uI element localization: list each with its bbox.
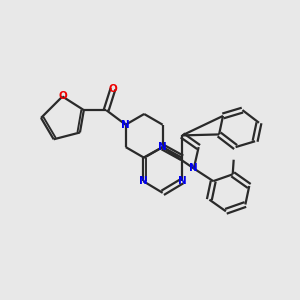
Text: N: N bbox=[158, 142, 167, 152]
Text: O: O bbox=[109, 84, 117, 94]
Text: N: N bbox=[121, 120, 130, 130]
Text: N: N bbox=[189, 164, 198, 173]
Text: N: N bbox=[178, 176, 187, 186]
Text: O: O bbox=[58, 92, 67, 101]
Text: N: N bbox=[139, 176, 148, 186]
